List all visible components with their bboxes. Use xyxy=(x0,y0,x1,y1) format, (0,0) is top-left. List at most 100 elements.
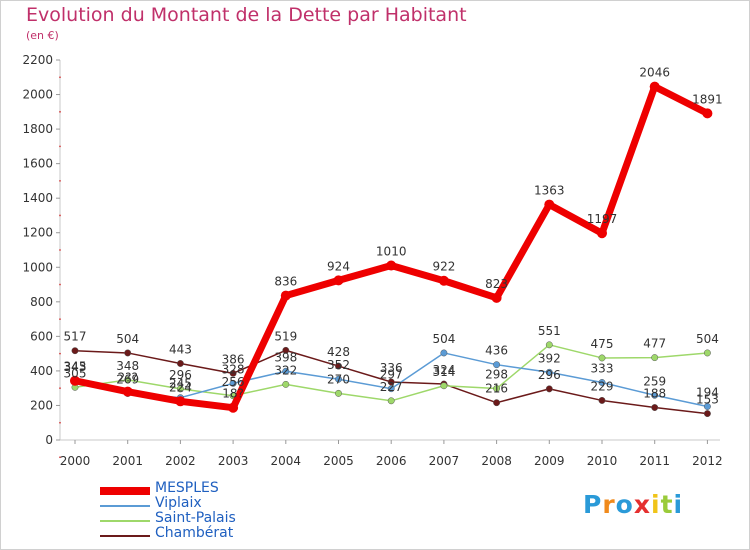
data-point xyxy=(491,292,502,303)
y-tick-label: 1200 xyxy=(22,226,53,240)
x-tick-label: 2004 xyxy=(271,454,302,468)
data-label: 504 xyxy=(696,332,719,346)
data-point xyxy=(176,385,184,393)
data-label: 314 xyxy=(432,365,455,379)
logo-letter: P xyxy=(583,490,603,519)
y-minor-mark xyxy=(59,76,61,79)
logo-letter: o xyxy=(615,490,634,519)
data-label: 477 xyxy=(643,337,666,351)
data-label: 227 xyxy=(380,380,403,394)
data-point xyxy=(438,275,449,286)
y-minor-mark xyxy=(59,145,61,148)
data-label: 2046 xyxy=(639,66,670,80)
y-minor-mark xyxy=(59,180,61,182)
legend-swatch xyxy=(100,487,150,495)
data-label: 298 xyxy=(485,368,508,382)
y-tick-label: 600 xyxy=(30,329,53,343)
data-point xyxy=(71,347,79,355)
data-point xyxy=(333,275,344,286)
data-label: 386 xyxy=(222,352,245,366)
data-label: 229 xyxy=(591,379,614,393)
legend-label: Saint-Palais xyxy=(155,510,236,526)
data-label: 343 xyxy=(64,360,87,374)
data-point xyxy=(280,290,291,301)
data-point xyxy=(70,375,80,386)
y-minor-mark xyxy=(59,110,61,113)
data-label: 345 xyxy=(64,359,87,373)
y-tick-label: 800 xyxy=(30,295,53,309)
data-point xyxy=(651,391,659,399)
y-tick-label: 400 xyxy=(30,364,53,378)
data-label: 328 xyxy=(222,362,245,376)
data-label: 551 xyxy=(538,324,561,338)
data-point xyxy=(440,349,448,357)
data-point xyxy=(282,346,290,354)
y-tick-label: 1000 xyxy=(22,260,53,274)
data-point xyxy=(387,397,395,405)
data-label: 188 xyxy=(643,387,666,401)
data-point xyxy=(544,199,555,210)
data-label: 504 xyxy=(432,332,455,346)
data-label: 153 xyxy=(696,393,719,407)
data-point xyxy=(124,376,132,384)
data-point xyxy=(229,379,237,387)
logo-letter: t xyxy=(660,490,674,519)
data-label: 475 xyxy=(591,337,614,351)
data-point xyxy=(282,367,290,375)
data-label: 922 xyxy=(432,260,455,274)
data-label: 1197 xyxy=(587,212,618,226)
data-label: 269 xyxy=(116,373,139,387)
x-tick-label: 2006 xyxy=(376,454,407,468)
y-minor-mark xyxy=(59,421,61,424)
data-label: 392 xyxy=(538,351,561,365)
data-label: 436 xyxy=(485,344,508,358)
legend-swatch xyxy=(100,535,150,537)
y-minor-mark xyxy=(59,352,61,355)
data-point xyxy=(703,403,711,410)
data-label: 256 xyxy=(222,375,245,389)
data-label: 504 xyxy=(116,332,139,346)
legend-item: MESPLES xyxy=(100,480,340,498)
data-label: 336 xyxy=(380,361,403,375)
x-tick-label: 2007 xyxy=(429,454,460,468)
data-label: 519 xyxy=(274,329,297,343)
data-label: 1010 xyxy=(376,245,407,259)
chart-subtitle: (en €) xyxy=(26,29,59,42)
data-label: 194 xyxy=(696,385,719,399)
data-point xyxy=(122,386,133,397)
data-label: 305 xyxy=(64,366,87,380)
data-point xyxy=(702,108,713,119)
data-point xyxy=(598,354,606,362)
data-label: 270 xyxy=(327,372,350,386)
data-point xyxy=(175,396,186,407)
legend-label: MESPLES xyxy=(155,480,219,496)
logo-letter: x xyxy=(633,490,651,519)
data-label: 322 xyxy=(274,363,297,377)
y-tick-label: 1400 xyxy=(22,191,53,205)
data-point xyxy=(493,399,501,407)
data-label: 333 xyxy=(591,361,614,375)
y-minor-mark xyxy=(59,214,61,217)
y-tick-label: 1600 xyxy=(22,157,53,171)
data-label: 18? xyxy=(222,387,244,401)
x-tick-label: 2011 xyxy=(639,454,670,468)
x-tick-label: 2010 xyxy=(587,454,618,468)
data-label: 924 xyxy=(327,259,350,273)
line-chart: 0 200 400 600 800 1000 1200 1400 1600 1800 2000 220… xyxy=(22,53,722,468)
y-minor-mark xyxy=(59,456,61,459)
legend-item: Chambérat xyxy=(100,525,340,543)
data-point xyxy=(545,385,553,393)
data-label: 823 xyxy=(485,277,508,291)
x-tick-label: 2009 xyxy=(534,454,565,468)
data-label: 224 xyxy=(169,380,192,394)
data-label: 398 xyxy=(274,350,297,364)
legend-swatch xyxy=(100,505,150,507)
data-label: 324 xyxy=(432,363,455,377)
x-tick-label: 2005 xyxy=(323,454,354,468)
data-point xyxy=(649,81,660,92)
data-label: 245 xyxy=(169,377,192,391)
data-label: 297 xyxy=(380,368,403,382)
logo-letter: i xyxy=(651,490,661,519)
data-label: 259 xyxy=(643,374,666,388)
data-point xyxy=(545,368,553,376)
